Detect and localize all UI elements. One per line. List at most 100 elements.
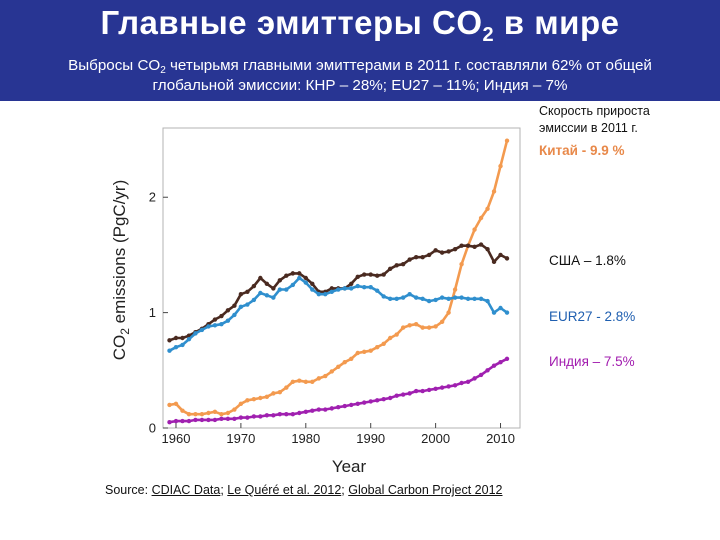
point-india bbox=[459, 380, 464, 386]
point-china bbox=[407, 323, 412, 328]
growth-rate-title: Скорость прироста эмиссии в 2011 г. bbox=[539, 104, 650, 135]
point-china bbox=[225, 410, 231, 416]
point-eu27 bbox=[426, 298, 432, 304]
link-cdiac[interactable]: CDIAC Data bbox=[151, 483, 221, 497]
point-china bbox=[452, 287, 458, 292]
point-china bbox=[173, 401, 179, 406]
point-india bbox=[264, 413, 270, 418]
point-china bbox=[336, 364, 341, 370]
point-usa bbox=[498, 252, 503, 258]
point-usa bbox=[349, 281, 354, 286]
point-india bbox=[238, 415, 244, 420]
point-china bbox=[459, 261, 464, 267]
point-china bbox=[323, 373, 328, 379]
point-china bbox=[199, 411, 205, 417]
point-eu27 bbox=[381, 294, 386, 299]
point-india bbox=[362, 400, 367, 405]
point-india bbox=[290, 411, 296, 417]
point-usa bbox=[264, 281, 270, 286]
point-usa bbox=[271, 286, 276, 291]
point-usa bbox=[284, 273, 289, 278]
point-eu27 bbox=[420, 296, 425, 301]
point-china bbox=[329, 369, 334, 374]
point-eu27 bbox=[504, 310, 510, 315]
point-usa bbox=[452, 246, 458, 252]
point-eu27 bbox=[400, 295, 406, 300]
point-eu27 bbox=[472, 296, 477, 301]
point-eu27 bbox=[329, 289, 334, 295]
point-usa bbox=[310, 281, 315, 286]
point-usa bbox=[472, 244, 477, 250]
x-tick-label: 1970 bbox=[226, 431, 255, 446]
point-india bbox=[446, 384, 451, 389]
point-eu27 bbox=[290, 282, 296, 288]
point-india bbox=[498, 360, 503, 365]
point-india bbox=[297, 410, 302, 416]
point-india bbox=[186, 418, 192, 424]
point-eu27 bbox=[342, 286, 347, 291]
link-global-carbon-project[interactable]: Global Carbon Project 2012 bbox=[348, 483, 503, 497]
point-india bbox=[504, 356, 510, 361]
point-india bbox=[394, 393, 399, 398]
plot-frame bbox=[162, 127, 521, 429]
point-china bbox=[219, 411, 224, 417]
point-eu27 bbox=[167, 348, 172, 353]
point-india bbox=[251, 414, 257, 419]
point-eu27 bbox=[232, 312, 237, 318]
y-axis-label: CO2 emissions (PgC/yr) bbox=[110, 180, 132, 361]
point-india bbox=[329, 406, 334, 411]
point-eu27 bbox=[206, 324, 211, 329]
x-tick-label: 1990 bbox=[356, 431, 385, 446]
point-india bbox=[316, 407, 321, 412]
point-usa bbox=[173, 335, 179, 341]
point-india bbox=[478, 372, 484, 378]
point-usa bbox=[491, 259, 497, 265]
point-china bbox=[316, 376, 321, 381]
point-india bbox=[426, 387, 432, 393]
point-china bbox=[238, 401, 244, 406]
point-usa bbox=[258, 275, 263, 281]
point-usa bbox=[433, 248, 438, 253]
label-india: Индия – 7.5% bbox=[549, 354, 635, 369]
point-china bbox=[472, 227, 477, 232]
y-tick-label: 2 bbox=[149, 190, 156, 205]
point-usa bbox=[362, 272, 367, 277]
series-line-china bbox=[169, 140, 509, 416]
point-eu27 bbox=[465, 296, 471, 301]
point-china bbox=[290, 379, 296, 385]
point-india bbox=[355, 401, 360, 406]
point-usa bbox=[413, 255, 419, 260]
point-china bbox=[284, 385, 289, 390]
y-tick-label: 0 bbox=[149, 421, 156, 436]
point-eu27 bbox=[258, 290, 263, 296]
point-india bbox=[310, 408, 315, 413]
point-usa bbox=[426, 252, 432, 258]
point-eu27 bbox=[212, 323, 218, 328]
point-china bbox=[375, 345, 380, 350]
point-eu27 bbox=[452, 295, 458, 300]
point-china bbox=[426, 325, 432, 330]
point-india bbox=[485, 368, 490, 373]
point-china bbox=[277, 390, 283, 395]
x-tick-label: 1960 bbox=[162, 431, 191, 446]
point-usa bbox=[387, 266, 393, 271]
point-usa bbox=[219, 313, 224, 319]
point-china bbox=[206, 410, 211, 416]
point-india bbox=[258, 414, 263, 419]
point-eu27 bbox=[439, 295, 445, 300]
label-usa: США – 1.8% bbox=[549, 253, 626, 268]
point-india bbox=[180, 418, 185, 424]
link-le-quere[interactable]: Le Quéré et al. 2012 bbox=[227, 483, 342, 497]
point-china bbox=[504, 138, 510, 143]
point-china bbox=[180, 408, 185, 413]
point-usa bbox=[232, 303, 237, 308]
label-eu27: EUR27 - 2.8% bbox=[549, 309, 636, 324]
point-eu27 bbox=[387, 296, 393, 301]
point-eu27 bbox=[271, 295, 276, 300]
point-china bbox=[433, 324, 438, 329]
point-usa bbox=[400, 261, 406, 267]
point-eu27 bbox=[349, 286, 354, 291]
point-india bbox=[284, 411, 289, 417]
point-usa bbox=[251, 283, 257, 289]
point-china bbox=[264, 394, 270, 400]
